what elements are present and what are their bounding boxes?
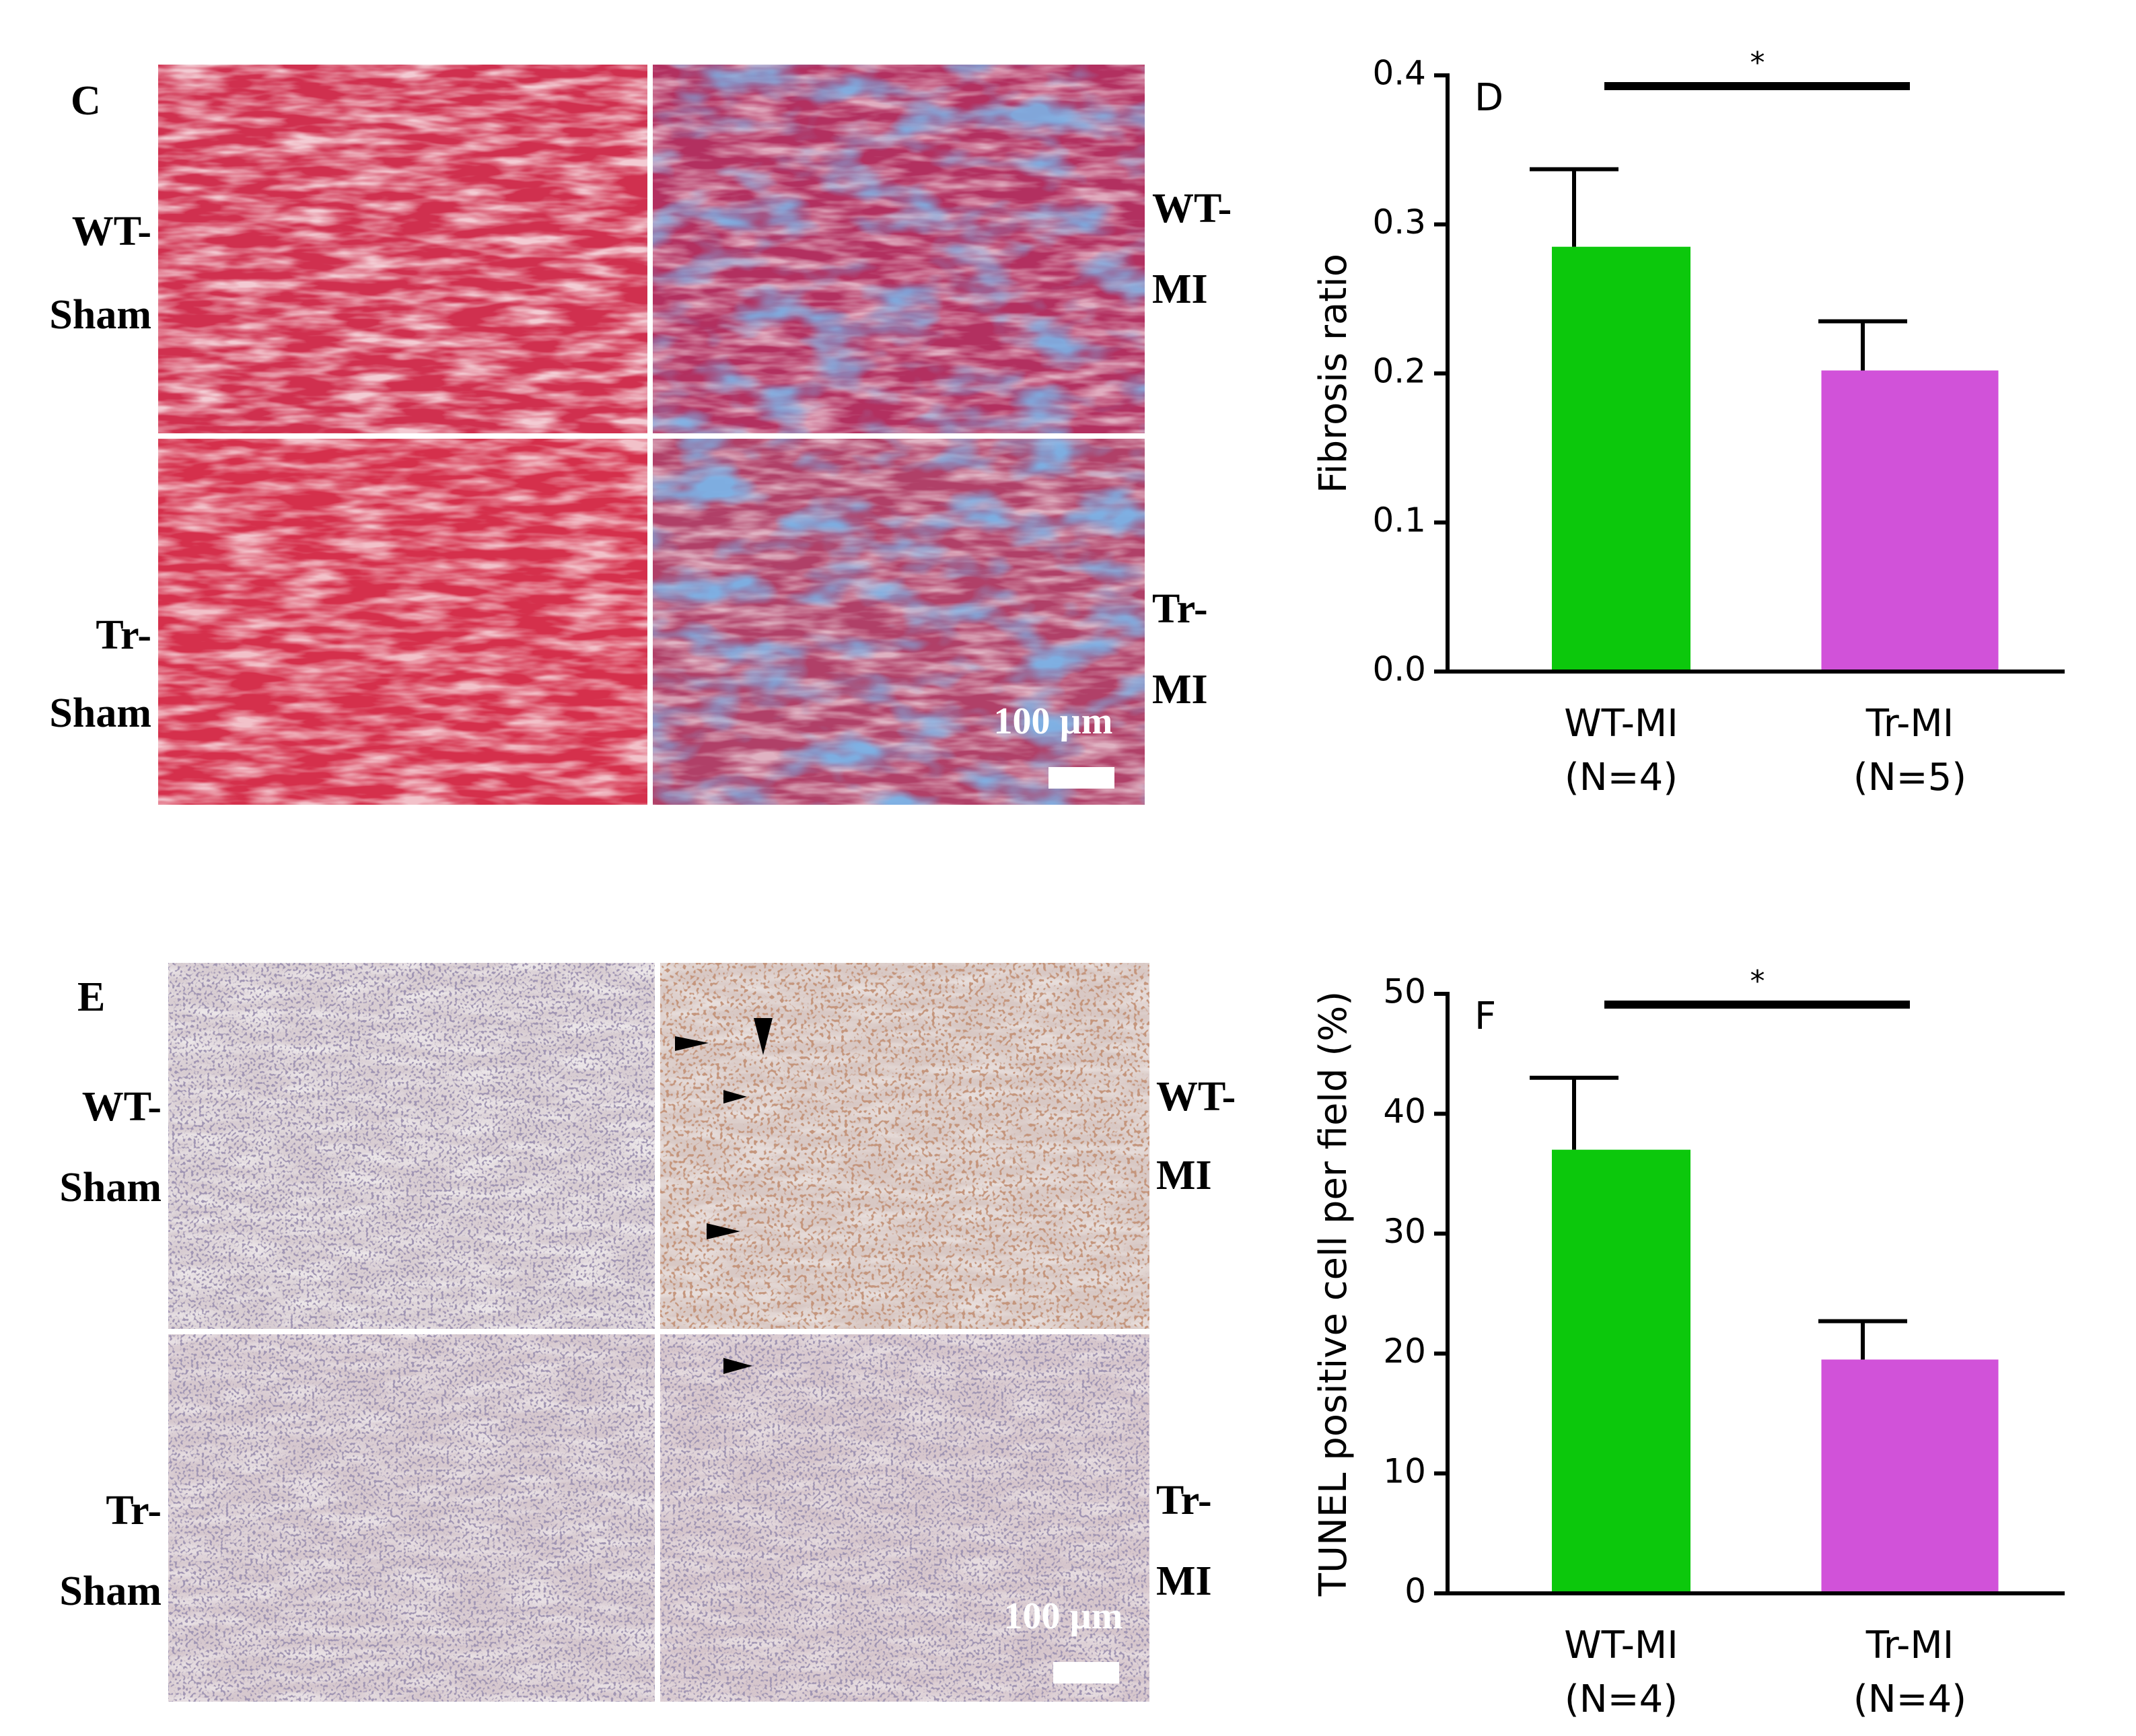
bar [1821,370,1999,672]
row-label: WT- [1156,1074,1236,1120]
row-label: WT- [72,209,151,254]
y-tick-label: 0.2 [1372,352,1426,391]
row-label: Sham [49,690,151,736]
bar [1552,246,1690,672]
row-label: WT- [82,1084,162,1130]
row-labels: WT- Sham Tr- Sham WT- MI Tr- MI WT- Sham Tr- Sham WT… [49,186,1236,1614]
image-tr-sham-c [158,439,647,805]
bar [1552,1149,1690,1593]
error-bar [1530,1075,1618,1150]
row-label: WT- [1152,186,1232,231]
y-tick-label: 0 [1404,1572,1426,1611]
image-wt-sham-e [168,963,655,1329]
row-label: Sham [59,1568,162,1614]
error-bar [1530,167,1618,247]
error-bar [1818,319,1907,371]
image-wt-sham-c [158,65,647,433]
image-tr-mi-c [653,439,1145,805]
row-label: Tr- [106,1488,162,1533]
scale-bar [1053,1662,1119,1684]
y-axis-label: TUNEL positive cell per field (%) [1312,991,1355,1597]
image-wt-mi-c [653,65,1145,433]
row-label: Tr- [1152,586,1208,632]
image-tr-sham-e [168,1334,655,1702]
error-bar [1818,1319,1907,1360]
histology-c: 100 µm C [71,65,1145,805]
significance-label: * [1750,46,1765,80]
sample-size: (N=4) [1853,1677,1966,1721]
y-tick-label: 0.0 [1372,650,1426,689]
panel-label: C [71,78,101,124]
y-tick-label: 50 [1383,972,1426,1011]
y-tick-label: 20 [1383,1332,1426,1371]
panel-label: D [1474,76,1503,120]
x-tick-label: Tr-MI [1865,702,1954,746]
panel-label: F [1474,994,1496,1038]
y-tick-label: 0.3 [1372,203,1426,242]
sample-size: (N=5) [1853,756,1966,799]
y-tick-label: 30 [1383,1212,1426,1251]
scale-bar-label: 100 µm [1004,1595,1123,1637]
row-label: MI [1152,266,1208,312]
image-tr-mi-e [660,1334,1149,1702]
x-tick-label: WT-MI [1564,1624,1678,1667]
significance-label: * [1750,964,1765,999]
image-wt-mi-e [660,963,1149,1329]
y-tick-label: 10 [1383,1451,1426,1490]
y-tick-label: 40 [1383,1092,1426,1131]
panel-label: E [77,974,105,1020]
sample-size: (N=4) [1565,1677,1678,1721]
x-tick-label: WT-MI [1564,702,1678,746]
arrowheads [675,1018,773,1374]
row-label: Sham [49,292,151,338]
y-tick-label: 0.4 [1372,54,1426,93]
scale-bar [1048,767,1114,789]
row-label: MI [1156,1153,1212,1198]
y-axis-label: Fibrosis ratio [1312,254,1355,493]
bar [1821,1359,1999,1593]
row-label: Sham [59,1165,162,1210]
row-label: Tr- [1156,1478,1212,1523]
row-label: MI [1152,667,1208,713]
y-tick-label: 0.1 [1372,501,1426,540]
sample-size: (N=4) [1565,756,1678,799]
histology-e: 100 µm E [77,963,1149,1702]
row-label: MI [1156,1558,1212,1604]
scale-bar-label: 100 µm [994,700,1113,742]
row-label: Tr- [96,612,151,658]
x-tick-label: Tr-MI [1865,1624,1954,1667]
charts: 0.0 0.1 0.2 0.3 0.4 WT-MI (N=4) Tr-MI (N=5) D * Fib… [1312,46,2065,1721]
